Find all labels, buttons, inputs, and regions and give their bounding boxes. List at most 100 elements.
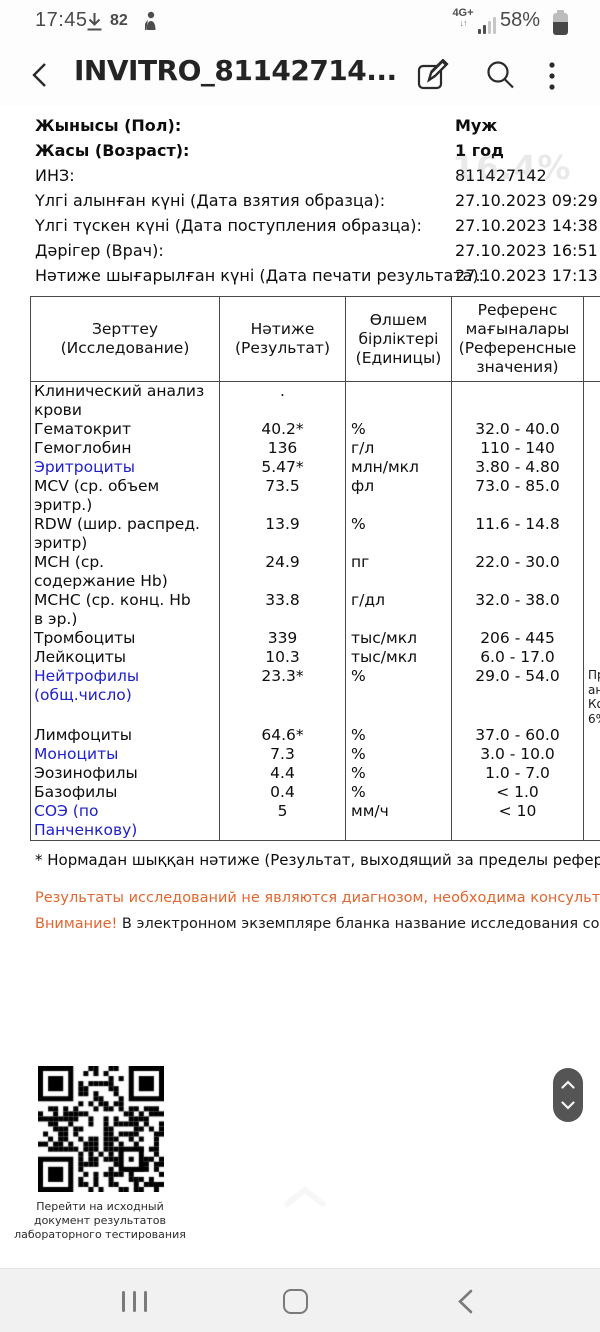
result-value: 24.9 bbox=[219, 553, 346, 591]
page-scroll-pill bbox=[553, 1068, 583, 1122]
info-label: Жынысы (Пол): bbox=[35, 116, 182, 135]
reference-range: 37.0 - 60.0 bbox=[451, 726, 584, 745]
patient-info-row: Жасы (Возраст): 1 год bbox=[0, 140, 600, 165]
scroll-up-icon[interactable] bbox=[561, 1080, 575, 1089]
results-table-header-row: Зерттеу (Исследование) Нәтиже (Результат)… bbox=[30, 296, 600, 382]
reference-range: 110 - 140 bbox=[451, 439, 584, 458]
patient-info-block: Жынысы (Пол): Муж Жасы (Возраст): 1 год ИНЗ:… bbox=[0, 115, 600, 290]
table-row: СОЭ (по Панченкову) 5 мм/ч < 10 bbox=[30, 802, 600, 841]
test-name: Эозинофилы bbox=[30, 764, 220, 783]
unit-value: г/дл bbox=[345, 591, 452, 629]
patient-info-row: Үлгі түскен күні (Дата поступления образ… bbox=[0, 215, 600, 240]
comment-text bbox=[583, 515, 600, 553]
unit-value: % bbox=[345, 764, 452, 783]
reference-range: 3.0 - 10.0 bbox=[451, 745, 584, 764]
info-value: 27.10.2023 17:13 bbox=[455, 266, 598, 285]
edit-annotate-icon[interactable] bbox=[416, 58, 450, 93]
table-row: RDW (шир. распред. эритр) 13.9% 11.6 - 14.… bbox=[30, 515, 600, 553]
network-type-icon: 4G+ ↓↑ bbox=[452, 7, 474, 28]
unit-value: фл bbox=[345, 477, 452, 515]
result-value: 5 bbox=[219, 802, 346, 841]
info-label: Нәтиже шығарылған күні (Дата печати резу… bbox=[35, 266, 485, 285]
info-value: 27.10.2023 09:29 bbox=[455, 191, 598, 210]
unit-value: мм/ч bbox=[345, 802, 452, 841]
clock: 17:45 bbox=[35, 9, 88, 31]
unit-value: тыс/мкл bbox=[345, 629, 452, 648]
reference-range: 11.6 - 14.8 bbox=[451, 515, 584, 553]
app-bar: INVITRO_81142714... bbox=[0, 44, 600, 106]
result-value: 64.6* bbox=[219, 726, 346, 745]
navigation-bar bbox=[0, 1268, 600, 1332]
table-row: Лейкоциты 10.3 тыс/мкл 6.0 - 17.0 bbox=[30, 648, 600, 667]
comment-text bbox=[583, 648, 600, 667]
info-label: Жасы (Возраст): bbox=[35, 141, 190, 160]
comment-text bbox=[583, 802, 600, 841]
results-table: Зерттеу (Исследование) Нәтиже (Результат)… bbox=[30, 296, 600, 841]
qr-caption: Перейти на исходный документ результатов… bbox=[14, 1200, 186, 1241]
comment-text bbox=[583, 726, 600, 745]
search-icon[interactable] bbox=[484, 59, 516, 91]
test-name-link[interactable]: Нейтрофилы (общ.число) bbox=[30, 667, 220, 726]
scroll-down-icon[interactable] bbox=[561, 1101, 575, 1110]
recents-icon[interactable] bbox=[122, 1291, 148, 1312]
comment-text bbox=[583, 477, 600, 515]
scroll-to-top-hint-icon[interactable] bbox=[283, 1186, 327, 1212]
test-name-link[interactable]: СОЭ (по Панченкову) bbox=[30, 802, 220, 841]
patient-info-row: Дәрігер (Врач): 27.10.2023 16:51 bbox=[0, 240, 600, 265]
document-title: INVITRO_81142714... bbox=[74, 54, 397, 87]
footnote: * Нормадан шыққан нәтиже (Результат, вых… bbox=[35, 851, 600, 869]
table-row: MCV (ср. объем эритр.) 73.5 фл 73.0 - 85.0 bbox=[30, 477, 600, 515]
info-value: Муж bbox=[455, 116, 498, 135]
reference-range: 22.0 - 30.0 bbox=[451, 553, 584, 591]
table-row: Лимфоциты 64.6*% 37.0 - 60.0 bbox=[30, 726, 600, 745]
reference-range: 29.0 - 54.0 bbox=[451, 667, 584, 726]
comment-text: Пр ан Ко 6% bbox=[583, 667, 600, 726]
info-label: Үлгі түскен күні (Дата поступления образ… bbox=[35, 216, 422, 235]
home-icon[interactable] bbox=[283, 1289, 308, 1314]
table-row: Базофилы 0.4% < 1.0 bbox=[30, 783, 600, 802]
back-icon[interactable] bbox=[26, 60, 56, 90]
result-value: 339 bbox=[219, 629, 346, 648]
comment-text bbox=[583, 420, 600, 439]
column-header: Нәтиже (Результат) bbox=[219, 296, 346, 382]
unit-value: % bbox=[345, 745, 452, 764]
overflow-menu-icon[interactable] bbox=[540, 59, 564, 93]
comment-text bbox=[583, 783, 600, 802]
table-row: Эритроциты 5.47* млн/мкл 3.80 - 4.80 bbox=[30, 458, 600, 477]
result-value: 5.47* bbox=[219, 458, 346, 477]
unit-value: % bbox=[345, 783, 452, 802]
unit-value: % bbox=[345, 420, 452, 439]
test-name: Базофилы bbox=[30, 783, 220, 802]
test-name: MCH (ср. содержание Hb) bbox=[30, 553, 220, 591]
result-value: 23.3* bbox=[219, 667, 346, 726]
reference-range: < 1.0 bbox=[451, 783, 584, 802]
download-icon bbox=[86, 12, 103, 36]
patient-info-row: Нәтиже шығарылған күні (Дата печати резу… bbox=[0, 265, 600, 290]
column-header: Зерттеу (Исследование) bbox=[30, 296, 220, 382]
column-header: Өлшем бірліктері (Единицы) bbox=[345, 296, 452, 382]
nav-back-icon[interactable] bbox=[456, 1289, 476, 1314]
test-name: Гематокрит bbox=[30, 420, 220, 439]
table-row: MCHC (ср. конц. Hb в эр.) 33.8 г/дл 32.0 - … bbox=[30, 591, 600, 629]
unit-value bbox=[345, 381, 452, 420]
result-value: 13.9 bbox=[219, 515, 346, 553]
person-notification-icon bbox=[142, 11, 158, 36]
test-name: Клинический анализ крови bbox=[30, 381, 220, 420]
patient-info-row: Жынысы (Пол): Муж bbox=[0, 115, 600, 140]
test-name: Лимфоциты bbox=[30, 726, 220, 745]
result-value: 33.8 bbox=[219, 591, 346, 629]
info-value: 27.10.2023 16:51 bbox=[455, 241, 598, 260]
table-row: Эозинофилы 4.4% 1.0 - 7.0 bbox=[30, 764, 600, 783]
unit-value: % bbox=[345, 515, 452, 553]
unit-value: тыс/мкл bbox=[345, 648, 452, 667]
unit-value: млн/мкл bbox=[345, 458, 452, 477]
comment-text bbox=[583, 591, 600, 629]
test-name-link[interactable]: Эритроциты bbox=[30, 458, 220, 477]
table-row: Клинический анализ крови. bbox=[30, 381, 600, 420]
reference-range: < 10 bbox=[451, 802, 584, 841]
comment-text bbox=[583, 745, 600, 764]
table-row: Гематокрит 40.2*% 32.0 - 40.0 bbox=[30, 420, 600, 439]
attention-label: Внимание! bbox=[35, 916, 118, 932]
test-name-link[interactable]: Моноциты bbox=[30, 745, 220, 764]
reference-range: 32.0 - 38.0 bbox=[451, 591, 584, 629]
